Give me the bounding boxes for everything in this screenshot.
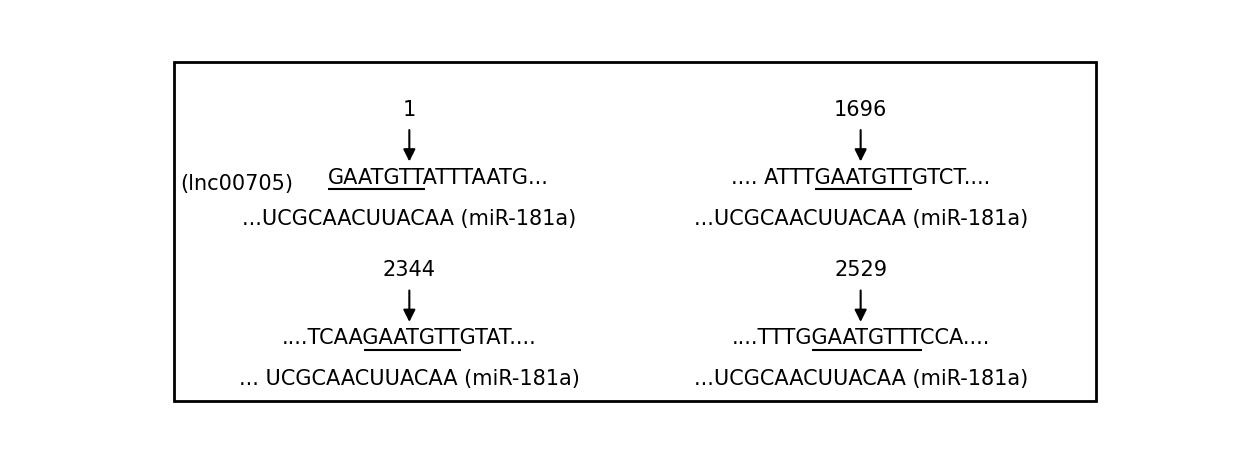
Text: ... UCGCAACUUACAA (miR-181a): ... UCGCAACUUACAA (miR-181a): [239, 370, 580, 389]
Text: .... ATTTGAATGTTGTCT....: .... ATTTGAATGTTGTCT....: [731, 168, 990, 188]
Text: ...UCGCAACUUACAA (miR-181a): ...UCGCAACUUACAA (miR-181a): [694, 370, 1028, 389]
Text: ...UCGCAACUUACAA (miR-181a): ...UCGCAACUUACAA (miR-181a): [694, 209, 1028, 229]
Text: 1: 1: [403, 100, 416, 120]
Text: 2344: 2344: [383, 260, 436, 280]
Text: 1696: 1696: [834, 100, 887, 120]
Text: 2529: 2529: [834, 260, 887, 280]
Text: ...UCGCAACUUACAA (miR-181a): ...UCGCAACUUACAA (miR-181a): [242, 209, 576, 229]
Text: GAATGTTATTTAATG...: GAATGTTATTTAATG...: [327, 168, 549, 188]
Text: ....TTTGGAATGTTTCCA....: ....TTTGGAATGTTTCCA....: [731, 328, 990, 348]
Text: (lnc00705): (lnc00705): [180, 174, 292, 194]
Text: ....TCAAGAATGTTGTAT....: ....TCAAGAATGTTGTAT....: [282, 328, 536, 348]
